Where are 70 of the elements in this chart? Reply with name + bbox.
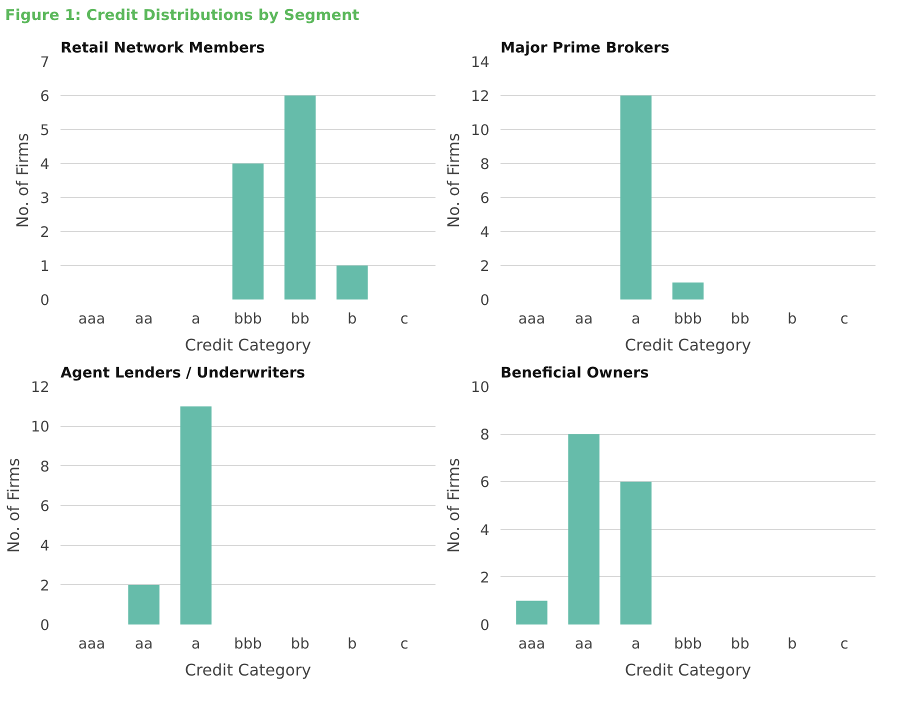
chart-title: Major Prime Brokers bbox=[500, 40, 670, 56]
x-axis-title: Credit Category bbox=[624, 336, 752, 354]
y-axis-title: No. of Firms bbox=[444, 133, 463, 228]
x-tick-label: aaa bbox=[78, 310, 106, 328]
y-tick-label: 6 bbox=[40, 498, 50, 515]
y-tick-label: 6 bbox=[480, 474, 490, 492]
x-tick-label: aa bbox=[134, 636, 153, 652]
y-tick-label: 7 bbox=[40, 54, 50, 71]
x-tick-label: bb bbox=[290, 636, 310, 652]
y-tick-label: 2 bbox=[480, 569, 490, 586]
y-tick-label: 2 bbox=[40, 224, 50, 241]
x-tick-label: aaa bbox=[518, 310, 546, 328]
x-tick-label: aa bbox=[574, 636, 593, 652]
y-tick-label: 4 bbox=[480, 224, 490, 241]
y-tick-label: 0 bbox=[480, 292, 490, 309]
y-tick-label: 6 bbox=[40, 88, 50, 105]
x-tick-label: bbb bbox=[674, 310, 702, 328]
y-axis-title: No. of Firms bbox=[444, 458, 463, 553]
x-tick-label: a bbox=[631, 310, 640, 328]
y-tick-label: 12 bbox=[470, 88, 490, 105]
y-axis-title: No. of Firms bbox=[4, 458, 23, 553]
y-tick-label: 8 bbox=[480, 426, 490, 444]
y-tick-label: 2 bbox=[480, 258, 490, 275]
y-tick-label: 2 bbox=[40, 577, 50, 594]
x-tick-label: c bbox=[840, 636, 848, 652]
x-tick-label: bbb bbox=[234, 310, 262, 328]
y-tick-label: 0 bbox=[40, 292, 50, 309]
x-axis-title: Credit Category bbox=[184, 336, 312, 354]
y-tick-label: 4 bbox=[40, 156, 50, 173]
chart-title: Agent Lenders / Underwriters bbox=[60, 364, 306, 382]
chart-title: Retail Network Members bbox=[60, 40, 266, 56]
x-tick-label: c bbox=[400, 636, 408, 652]
x-tick-label: bb bbox=[730, 310, 750, 328]
caption: Figure 1: Credit Distributions by Segment bbox=[5, 5, 360, 26]
y-tick-label: 5 bbox=[40, 122, 50, 139]
y-tick-label: 12 bbox=[30, 379, 50, 396]
y-tick-label: 14 bbox=[470, 54, 490, 71]
x-tick-label: b bbox=[348, 310, 357, 328]
x-tick-label: c bbox=[840, 310, 848, 328]
y-axis-title: No. of Firms bbox=[13, 133, 32, 228]
x-tick-label: a bbox=[631, 636, 640, 652]
x-tick-label: aaa bbox=[78, 636, 106, 652]
x-tick-label: bb bbox=[290, 310, 310, 328]
y-tick-label: 10 bbox=[470, 379, 490, 396]
y-tick-label: 8 bbox=[480, 156, 490, 173]
x-tick-label: b bbox=[788, 310, 797, 328]
y-tick-label: 1 bbox=[40, 258, 50, 275]
x-tick-label: bbb bbox=[674, 636, 702, 652]
y-tick-label: 6 bbox=[480, 190, 490, 207]
y-tick-label: 4 bbox=[480, 522, 490, 539]
x-tick-label: bbb bbox=[234, 636, 262, 652]
x-axis-title: Credit Category bbox=[184, 660, 312, 680]
y-tick-label: 0 bbox=[480, 617, 490, 634]
x-tick-label: c bbox=[400, 310, 408, 328]
x-tick-label: aa bbox=[574, 310, 593, 328]
chart-title: Beneficial Owners bbox=[500, 364, 650, 382]
x-tick-label: a bbox=[191, 636, 200, 652]
x-tick-label: aaa bbox=[518, 636, 546, 652]
x-axis-title: Credit Category bbox=[624, 660, 752, 680]
y-tick-label: 10 bbox=[30, 418, 50, 436]
y-tick-label: 0 bbox=[40, 617, 50, 634]
y-tick-label: 3 bbox=[40, 190, 50, 207]
y-tick-label: 8 bbox=[40, 458, 50, 476]
y-tick-label: 4 bbox=[40, 538, 50, 555]
x-tick-label: aa bbox=[134, 310, 153, 328]
x-tick-label: b bbox=[348, 636, 357, 652]
y-tick-label: 10 bbox=[470, 122, 490, 139]
x-tick-label: bb bbox=[730, 636, 750, 652]
x-tick-label: a bbox=[191, 310, 200, 328]
x-tick-label: b bbox=[788, 636, 797, 652]
